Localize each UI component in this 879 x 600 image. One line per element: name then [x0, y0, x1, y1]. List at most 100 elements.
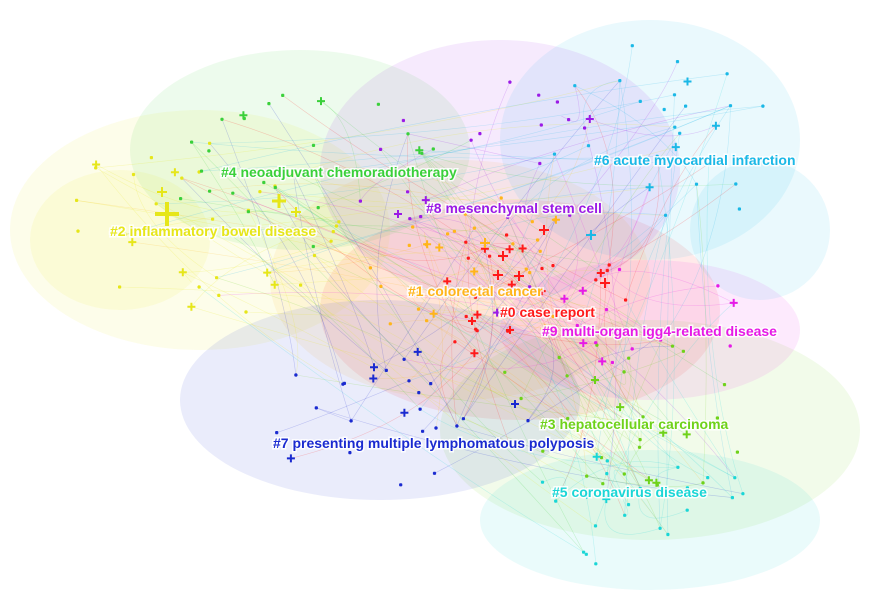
reference-node-2 — [331, 230, 335, 234]
reference-node-5 — [741, 492, 745, 496]
citation-link — [408, 214, 467, 382]
citation-link — [465, 241, 560, 358]
reference-node-4 — [376, 102, 380, 106]
cluster-labels: #6 acute myocardial infarction #4 neoadj… — [109, 151, 798, 502]
citation-link — [248, 210, 371, 269]
citation-link — [293, 123, 675, 175]
reference-node-1 — [487, 286, 491, 290]
reference-node-1 — [538, 249, 542, 253]
citation-link — [95, 80, 620, 169]
citation-link — [465, 212, 666, 243]
reference-node-7 — [434, 426, 438, 430]
reference-node-3 — [601, 482, 605, 486]
reference-node-2 — [75, 198, 79, 202]
citation-link — [216, 277, 658, 486]
reference-node-3 — [659, 428, 668, 437]
citation-link — [419, 150, 498, 313]
reference-node-4 — [267, 102, 271, 106]
reference-node-7 — [455, 424, 459, 428]
reference-node-3 — [622, 472, 626, 476]
citation-link — [655, 467, 678, 497]
citation-link — [456, 425, 743, 494]
citation-link — [521, 351, 684, 399]
reference-node-8 — [585, 115, 594, 123]
citation-link — [227, 225, 538, 241]
citation-link — [574, 85, 697, 185]
reference-node-9 — [579, 339, 588, 348]
major-reference-node-8 — [394, 210, 402, 218]
citation-link — [554, 331, 641, 489]
reference-node-3 — [541, 449, 545, 453]
reference-node-0 — [540, 266, 544, 271]
citation-link — [606, 80, 632, 474]
citation-link — [314, 255, 597, 458]
reference-node-4 — [179, 197, 183, 201]
reference-node-1 — [472, 226, 476, 230]
reference-node-0 — [470, 349, 479, 358]
reference-node-6 — [586, 144, 591, 148]
citation-link — [542, 477, 566, 502]
reference-node-3 — [638, 438, 642, 442]
citation-link — [201, 105, 763, 172]
reference-node-2 — [178, 268, 187, 277]
reference-node-6 — [707, 162, 711, 166]
reference-node-7 — [402, 357, 406, 361]
cluster-label-9: #9 multi-organ igg4-related disease — [542, 323, 777, 339]
major-reference-node-2 — [155, 202, 179, 226]
citation-link — [390, 319, 545, 329]
citation-link — [425, 145, 589, 201]
citation-link — [564, 215, 579, 299]
citation-link — [182, 240, 332, 273]
citation-link — [475, 163, 710, 298]
citation-link — [468, 81, 511, 259]
citation-link — [607, 270, 734, 306]
reference-node-6 — [662, 107, 666, 112]
citation-link — [554, 153, 633, 350]
reference-node-0 — [607, 263, 611, 267]
citation-link — [320, 100, 725, 385]
cluster-region-6 — [500, 20, 800, 260]
reference-node-8 — [508, 80, 512, 84]
reference-node-1 — [423, 240, 432, 249]
citation-link — [512, 243, 587, 477]
reference-node-5 — [638, 486, 642, 491]
reference-node-7 — [407, 379, 411, 383]
reference-node-9 — [716, 284, 720, 288]
reference-node-5 — [605, 472, 609, 476]
citation-link — [596, 105, 731, 457]
citation-link — [465, 242, 641, 440]
citation-link — [426, 320, 625, 475]
citation-link — [232, 192, 616, 333]
citation-link — [125, 105, 763, 235]
reference-node-4 — [220, 117, 224, 121]
reference-node-2 — [161, 228, 165, 232]
citation-link — [465, 242, 574, 314]
reference-node-8 — [478, 132, 482, 136]
citation-link — [191, 221, 339, 307]
citation-link — [274, 270, 608, 285]
reference-node-4 — [311, 244, 315, 249]
major-reference-node-0 — [493, 270, 503, 280]
reference-node-1 — [407, 243, 411, 247]
reference-node-8 — [567, 118, 571, 122]
citation-link — [657, 133, 680, 529]
reference-node-4 — [226, 231, 230, 235]
reference-node-5 — [685, 486, 689, 490]
reference-node-7 — [526, 419, 530, 423]
citation-link — [511, 284, 597, 564]
reference-node-5 — [602, 495, 611, 504]
citation-link — [465, 213, 684, 352]
citation-link — [314, 255, 640, 448]
reference-node-1 — [388, 322, 392, 326]
reference-node-6 — [725, 72, 729, 76]
reference-node-0 — [488, 254, 492, 258]
reference-node-5 — [626, 503, 631, 507]
reference-node-6 — [734, 182, 738, 186]
reference-node-1 — [524, 267, 528, 271]
citation-link — [380, 149, 560, 358]
reference-node-4 — [281, 93, 285, 97]
reference-node-0 — [464, 240, 468, 244]
reference-node-1 — [368, 266, 372, 270]
citation-link — [419, 408, 678, 468]
citation-link — [465, 214, 602, 458]
